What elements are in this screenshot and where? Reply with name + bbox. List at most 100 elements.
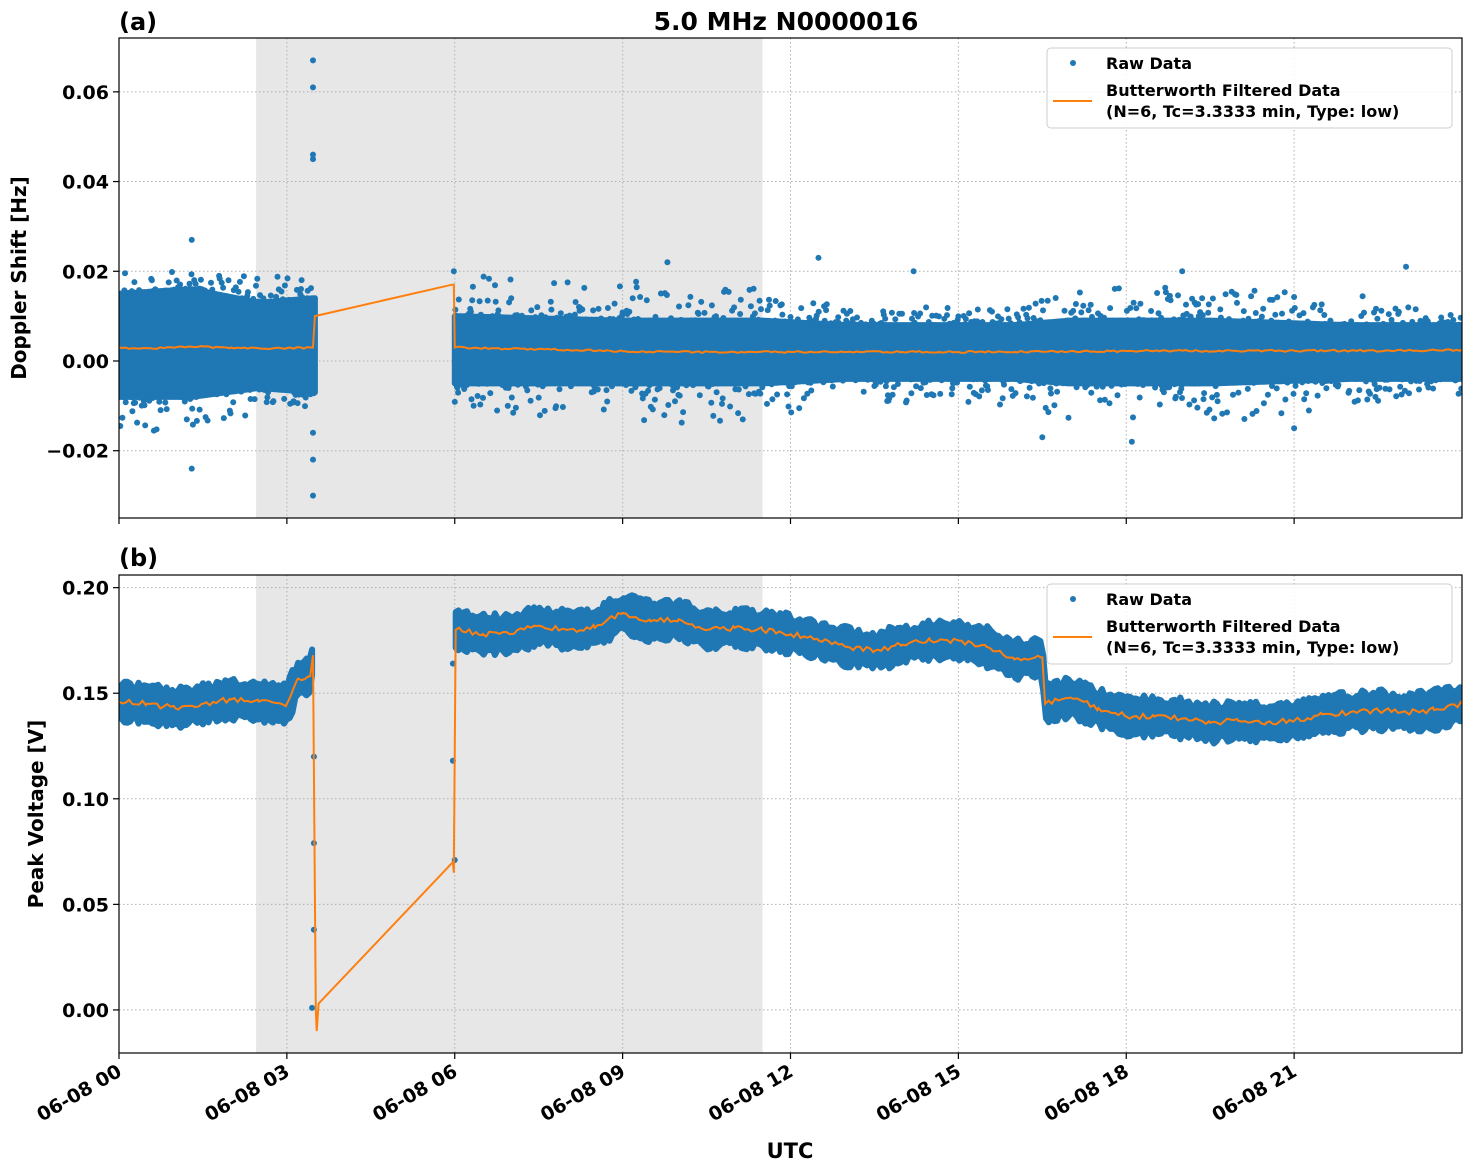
- raw-data-point: [188, 465, 195, 472]
- raw-data-point: [218, 279, 225, 286]
- raw-data-point: [1244, 385, 1251, 392]
- raw-data-point: [202, 287, 208, 294]
- raw-data-point: [492, 298, 499, 305]
- raw-data-point: [593, 316, 600, 323]
- raw-data-point: [678, 316, 684, 323]
- y-tick-label: 0.15: [62, 683, 109, 705]
- raw-data-point: [843, 317, 850, 324]
- raw-data-point: [1110, 317, 1117, 324]
- raw-data-point: [246, 386, 253, 393]
- raw-data-point: [1226, 316, 1232, 323]
- raw-data-point: [484, 380, 490, 387]
- raw-data-point: [766, 302, 773, 309]
- raw-data-point: [1073, 384, 1080, 391]
- raw-data-point: [260, 295, 267, 302]
- raw-data-point: [181, 398, 188, 405]
- raw-data-point: [796, 405, 803, 412]
- raw-data-point: [1235, 389, 1242, 396]
- y-tick-label: 0.02: [62, 261, 109, 283]
- raw-data-point: [173, 277, 180, 284]
- raw-data-point: [250, 295, 257, 302]
- raw-data-point: [1457, 314, 1462, 321]
- raw-data-point: [1369, 376, 1375, 383]
- legend-filtered-params: (N=6, Tc=3.3333 min, Type: low): [1106, 102, 1399, 121]
- x-tick-label: 06-08 15: [873, 1060, 965, 1126]
- raw-data-point: [823, 301, 830, 308]
- raw-data-point: [674, 381, 681, 388]
- raw-data-point: [1001, 381, 1007, 388]
- raw-data-point: [309, 57, 316, 64]
- raw-data-point: [1029, 394, 1036, 401]
- raw-data-point: [1179, 395, 1185, 401]
- raw-data-point: [1041, 378, 1048, 385]
- raw-data-point: [1114, 392, 1121, 399]
- raw-data-point: [1314, 392, 1321, 399]
- raw-data-point: [1199, 295, 1206, 302]
- raw-data-point: [1206, 406, 1213, 413]
- raw-data-point: [1046, 378, 1053, 385]
- raw-data-point: [244, 289, 251, 296]
- raw-data-point: [553, 314, 560, 321]
- raw-data-point: [487, 390, 494, 397]
- raw-data-point: [1179, 381, 1186, 388]
- raw-data-point: [708, 399, 715, 406]
- raw-data-point: [1205, 309, 1212, 316]
- raw-data-point: [709, 381, 716, 387]
- raw-data-point: [1278, 410, 1285, 417]
- raw-data-point: [764, 400, 770, 407]
- raw-data-point: [955, 313, 962, 320]
- raw-data-point: [820, 379, 827, 386]
- raw-data-point: [1115, 285, 1122, 292]
- y-tick-label: 0.00: [62, 1000, 109, 1022]
- raw-data-point: [731, 304, 738, 311]
- raw-data-point: [910, 375, 917, 382]
- raw-data-point: [279, 296, 286, 303]
- raw-data-point: [637, 294, 644, 300]
- raw-data-point: [1017, 378, 1024, 385]
- raw-data-point: [1376, 384, 1383, 391]
- raw-data-point: [663, 292, 670, 298]
- raw-data-point: [1281, 289, 1288, 296]
- raw-data-point: [807, 379, 814, 386]
- raw-data-point: [1412, 306, 1419, 313]
- raw-data-point: [132, 399, 139, 406]
- raw-data-point: [1321, 312, 1328, 318]
- raw-data-point: [1167, 297, 1174, 304]
- raw-data-point: [923, 304, 930, 311]
- raw-data-point: [551, 280, 558, 287]
- raw-data-point: [774, 318, 781, 325]
- raw-data-point: [852, 321, 858, 328]
- raw-data-point: [492, 282, 498, 289]
- raw-data-point: [815, 254, 822, 261]
- raw-data-point: [1200, 396, 1207, 403]
- raw-data-point: [1170, 316, 1177, 323]
- raw-data-point: [309, 156, 316, 163]
- raw-data-point: [948, 391, 955, 398]
- raw-data-point: [986, 376, 993, 382]
- raw-data-point: [854, 314, 860, 321]
- raw-data-point: [692, 317, 699, 324]
- raw-data-point: [189, 405, 196, 412]
- raw-data-point: [733, 380, 740, 387]
- raw-data-point: [882, 383, 889, 390]
- raw-data-point: [603, 387, 610, 394]
- raw-data-point: [1260, 305, 1267, 312]
- raw-data-point: [911, 319, 918, 326]
- raw-data-point: [1233, 291, 1240, 298]
- raw-data-point: [1354, 397, 1361, 404]
- raw-data-band: [452, 592, 1462, 747]
- raw-data-point: [1032, 300, 1039, 307]
- raw-data-point: [298, 286, 304, 292]
- raw-data-point: [1323, 385, 1330, 392]
- raw-data-point: [163, 406, 170, 413]
- raw-data-point: [477, 401, 484, 408]
- raw-data-point: [966, 310, 973, 317]
- raw-data-point: [163, 287, 169, 294]
- raw-data-point: [1399, 319, 1406, 326]
- raw-data-point: [1327, 317, 1334, 324]
- raw-data-point: [678, 419, 685, 426]
- raw-data-point: [1375, 397, 1382, 404]
- raw-data-point: [1024, 315, 1031, 322]
- raw-data-point: [1052, 295, 1059, 301]
- raw-data-point: [787, 314, 794, 320]
